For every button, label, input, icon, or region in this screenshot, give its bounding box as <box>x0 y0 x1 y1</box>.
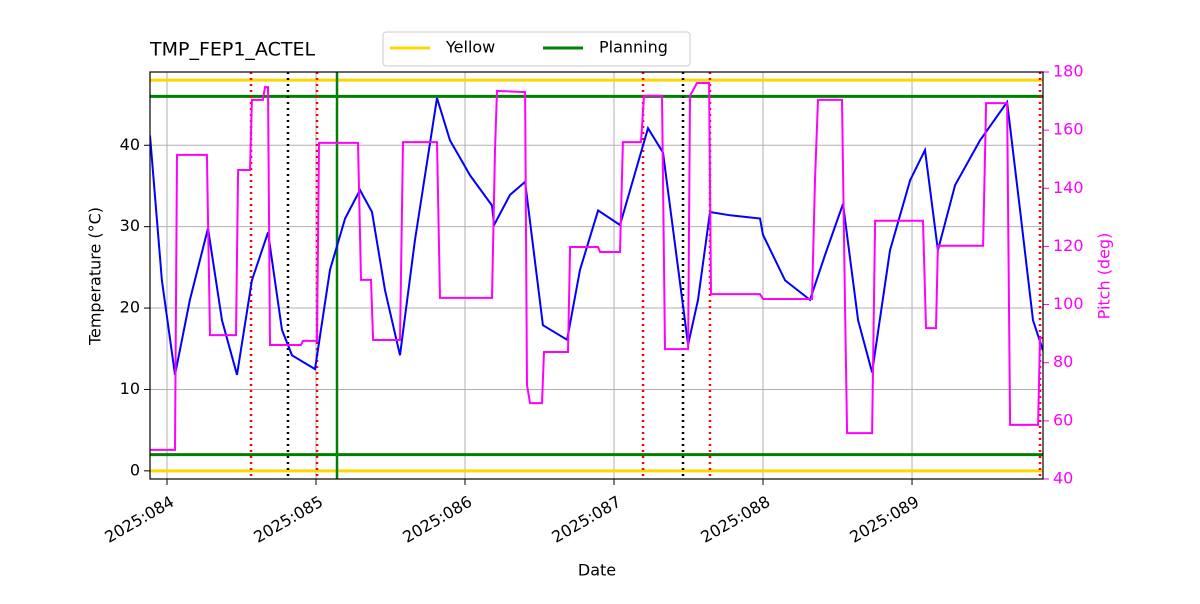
x-tick-label: 2025:087 <box>548 492 624 547</box>
y2-axis-label: Pitch (deg) <box>1095 233 1114 320</box>
y-tick-label: 30 <box>120 216 140 235</box>
x-tick-label: 2025:089 <box>846 492 922 547</box>
y-tick-label: 40 <box>120 135 140 154</box>
series-line <box>150 82 1043 451</box>
x-tick-label: 2025:085 <box>250 492 326 547</box>
y2-tick-label: 140 <box>1053 178 1084 197</box>
y-tick-label: 0 <box>130 460 140 479</box>
y2-tick-label: 60 <box>1053 410 1073 429</box>
legend-label: Yellow <box>445 38 495 57</box>
y2-tick-label: 100 <box>1053 294 1084 313</box>
chart-title: TMP_FEP1_ACTEL <box>149 39 315 61</box>
x-tick-label: 2025:086 <box>399 492 475 547</box>
series-line <box>150 97 1043 376</box>
legend-label: Planning <box>599 38 668 57</box>
y2-tick-label: 80 <box>1053 352 1073 371</box>
plot-area <box>150 72 1043 479</box>
y2-tick-label: 120 <box>1053 236 1084 255</box>
x-tick-label: 2025:084 <box>101 492 177 547</box>
x-tick-label: 2025:088 <box>697 492 773 547</box>
y-axis-label: Temperature (°C) <box>86 207 105 346</box>
y-tick-label: 20 <box>120 298 140 317</box>
legend-box <box>382 31 691 67</box>
plot-frame <box>149 71 1044 480</box>
x-axis-label: Date <box>578 561 616 580</box>
y2-tick-label: 180 <box>1053 62 1084 81</box>
y-tick-label: 10 <box>120 379 140 398</box>
y2-tick-label: 40 <box>1053 469 1073 488</box>
y2-tick-label: 160 <box>1053 120 1084 139</box>
